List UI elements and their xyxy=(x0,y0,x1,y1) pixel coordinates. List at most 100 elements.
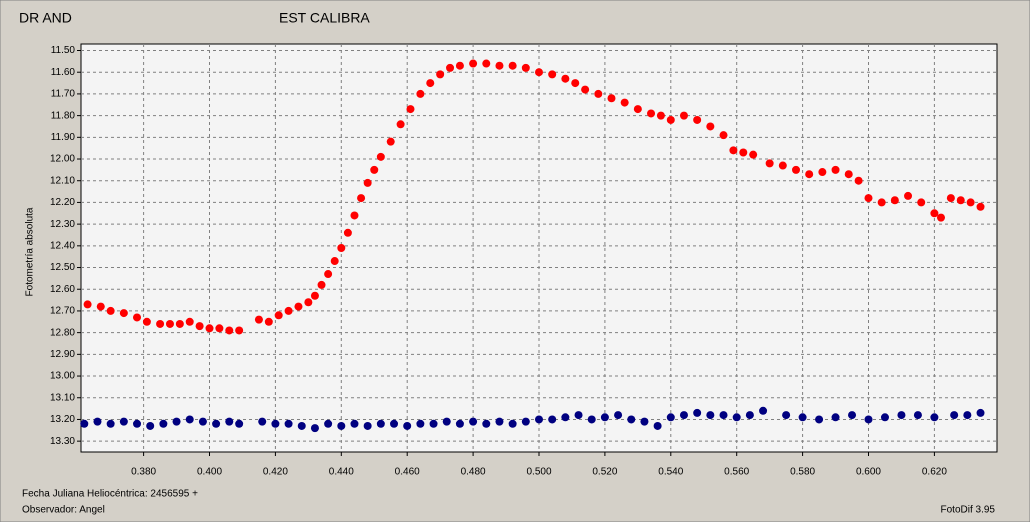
data-point xyxy=(805,170,814,179)
data-point xyxy=(561,413,570,422)
y-tick-label: 13.30 xyxy=(50,436,75,447)
data-point xyxy=(647,109,656,118)
data-point xyxy=(535,68,543,77)
x-tick-label: 0.440 xyxy=(329,467,354,478)
data-point xyxy=(337,244,346,252)
data-point xyxy=(205,324,214,333)
data-point xyxy=(274,311,283,320)
x-tick-label: 0.540 xyxy=(658,467,683,478)
data-point xyxy=(390,419,399,428)
data-point xyxy=(235,326,244,335)
data-point xyxy=(106,419,115,428)
data-point xyxy=(254,315,263,324)
data-point xyxy=(963,411,972,420)
data-point xyxy=(350,211,359,220)
data-point xyxy=(508,419,517,428)
data-point xyxy=(732,413,741,422)
data-point xyxy=(930,413,939,422)
data-point xyxy=(469,59,478,68)
data-point xyxy=(258,417,267,426)
data-point xyxy=(521,417,530,426)
data-point xyxy=(225,326,234,335)
data-point xyxy=(436,70,445,79)
data-point xyxy=(330,257,339,266)
data-point xyxy=(620,98,629,107)
y-tick-label: 11.60 xyxy=(51,67,76,78)
data-point xyxy=(133,313,142,322)
data-point xyxy=(363,178,372,187)
data-point xyxy=(848,411,857,420)
data-point xyxy=(521,63,530,72)
y-tick-label: 12.90 xyxy=(50,349,75,360)
data-point xyxy=(119,309,128,318)
x-tick-label: 0.420 xyxy=(263,467,288,478)
data-point xyxy=(719,411,728,420)
data-point xyxy=(666,115,675,124)
x-tick-label: 0.500 xyxy=(526,467,551,478)
data-point xyxy=(416,419,425,428)
data-point xyxy=(133,419,142,428)
data-point xyxy=(317,280,326,289)
data-point xyxy=(264,317,273,326)
data-point xyxy=(535,415,543,424)
data-point xyxy=(195,322,204,331)
data-point xyxy=(950,411,959,420)
data-point xyxy=(854,176,863,185)
x-tick-label: 0.400 xyxy=(197,467,222,478)
data-point xyxy=(284,419,293,428)
data-point xyxy=(185,415,194,424)
data-point xyxy=(80,419,89,428)
data-point xyxy=(426,79,435,88)
data-point xyxy=(294,302,303,311)
data-point xyxy=(729,146,738,155)
data-point xyxy=(693,115,702,124)
data-point xyxy=(455,419,464,428)
data-point xyxy=(337,421,346,430)
data-point xyxy=(679,111,688,120)
data-point xyxy=(271,419,280,428)
data-point xyxy=(165,319,174,328)
data-point xyxy=(284,306,293,315)
data-point xyxy=(215,324,224,333)
data-point xyxy=(653,421,662,430)
data-point xyxy=(864,415,873,424)
data-point xyxy=(376,152,385,161)
data-point xyxy=(581,85,590,94)
data-point xyxy=(561,74,570,83)
data-point xyxy=(455,61,464,70)
x-tick-label: 0.380 xyxy=(131,467,156,478)
x-tick-label: 0.460 xyxy=(395,467,420,478)
data-point xyxy=(880,413,889,422)
data-point xyxy=(406,105,415,114)
y-tick-label: 11.50 xyxy=(51,45,76,56)
data-point xyxy=(956,196,965,205)
data-point xyxy=(798,413,807,422)
data-point xyxy=(495,61,504,70)
data-point xyxy=(693,408,702,417)
data-point xyxy=(156,319,165,328)
data-point xyxy=(119,417,128,426)
y-axis-label: Fotometría absoluta xyxy=(25,207,36,296)
data-point xyxy=(745,411,754,420)
data-point xyxy=(627,415,636,424)
data-point xyxy=(574,411,583,420)
x-tick-label: 0.520 xyxy=(592,467,617,478)
data-point xyxy=(976,408,985,417)
data-point xyxy=(946,194,955,203)
software: FotoDif 3.95 xyxy=(941,505,996,516)
data-point xyxy=(778,161,787,170)
data-point xyxy=(844,170,853,179)
data-point xyxy=(446,63,455,72)
y-tick-label: 13.10 xyxy=(50,392,75,403)
data-point xyxy=(548,70,557,79)
data-point xyxy=(571,79,580,88)
data-point xyxy=(877,198,886,207)
y-tick-label: 12.30 xyxy=(50,219,75,230)
data-point xyxy=(304,298,313,307)
data-point xyxy=(376,419,385,428)
data-point xyxy=(679,411,688,420)
data-point xyxy=(913,411,922,420)
y-tick-label: 12.00 xyxy=(50,154,75,165)
data-point xyxy=(175,319,184,328)
